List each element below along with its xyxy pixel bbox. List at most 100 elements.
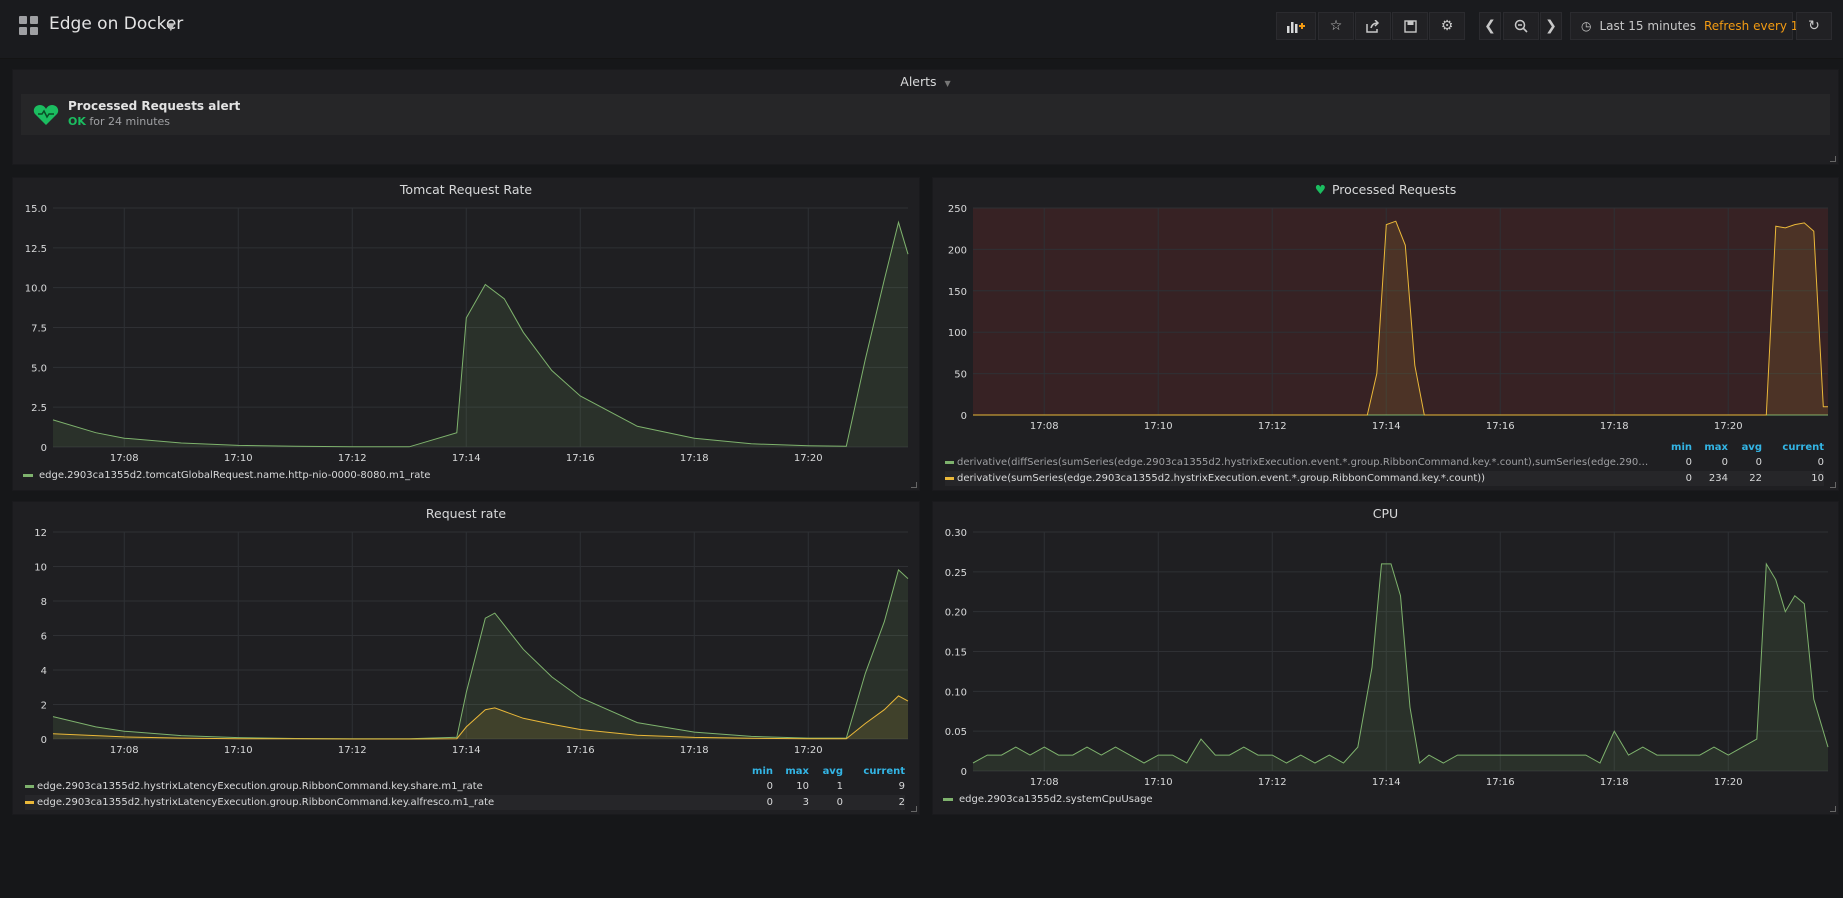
legend-value-avg: 1 bbox=[836, 781, 843, 792]
star-button[interactable]: ☆ bbox=[1318, 12, 1354, 40]
x-tick-label: 17:12 bbox=[338, 745, 367, 756]
save-button[interactable] bbox=[1392, 12, 1428, 40]
legend-series-name: edge.2903ca1355d2.hystrixLatencyExecutio… bbox=[37, 797, 495, 808]
alerts-panel-title: Alerts bbox=[900, 74, 937, 89]
legend-value-max: 3 bbox=[802, 797, 809, 808]
y-tick-label: 12 bbox=[34, 528, 47, 539]
series-area-0 bbox=[53, 222, 908, 447]
legend-header-avg[interactable]: avg bbox=[1741, 442, 1762, 453]
dashboard-title[interactable]: Edge on Docker bbox=[49, 14, 184, 34]
legend-item[interactable]: derivative(sumSeries(edge.2903ca1355d2.h… bbox=[945, 471, 1824, 486]
series-line-0 bbox=[52, 220, 909, 448]
chevron-down-icon[interactable]: ▼ bbox=[167, 22, 175, 33]
legend-header-current[interactable]: current bbox=[1782, 442, 1824, 453]
time-picker[interactable]: ◷ Last 15 minutes Refresh every 10s bbox=[1570, 12, 1812, 40]
y-tick-label: 250 bbox=[948, 204, 967, 215]
panel-resize-handle[interactable] bbox=[1830, 156, 1836, 162]
panel-resize-handle[interactable] bbox=[1830, 806, 1836, 812]
legend-series-name: edge.2903ca1355d2.tomcatGlobalRequest.na… bbox=[39, 470, 431, 481]
legend-value-current: 10 bbox=[1811, 473, 1824, 484]
legend-header-current[interactable]: current bbox=[863, 766, 905, 777]
x-tick-label: 17:10 bbox=[224, 745, 253, 756]
x-tick-label: 17:20 bbox=[794, 453, 823, 464]
zoom-out-button[interactable] bbox=[1503, 12, 1539, 40]
legend-item[interactable]: edge.2903ca1355d2.systemCpuUsage bbox=[943, 794, 1153, 805]
tomcat-request-rate-chart[interactable]: 0 2.5 5.0 7.5 10.0 12.5 15.0 17:08 17:10 17:12 17:… bbox=[13, 178, 919, 490]
y-tick-label: 7.5 bbox=[31, 324, 47, 335]
legend-header-max[interactable]: max bbox=[785, 766, 809, 777]
refresh-button[interactable]: ↻ bbox=[1796, 12, 1832, 40]
save-icon bbox=[1403, 19, 1417, 33]
request-rate-panel: Request rate 0 2 4 6 8 10 12 17:08 17:10 17:12 17:… bbox=[12, 501, 920, 815]
y-tick-label: 0.30 bbox=[945, 528, 967, 539]
alerts-panel: Alerts ▼ Processed Requests alert OK for… bbox=[12, 69, 1839, 165]
legend-swatch bbox=[943, 797, 953, 801]
y-tick-label: 0.15 bbox=[945, 648, 967, 659]
y-tick-label: 15.0 bbox=[25, 204, 47, 215]
series-area-1 bbox=[53, 695, 908, 739]
x-tick-label: 17:16 bbox=[566, 745, 595, 756]
panel-title[interactable]: Tomcat Request Rate bbox=[399, 182, 533, 197]
x-tick-label: 17:14 bbox=[1372, 421, 1401, 432]
panel-title[interactable]: CPU bbox=[1372, 506, 1399, 521]
legend-header-max[interactable]: max bbox=[1704, 442, 1728, 453]
legend-swatch bbox=[25, 801, 34, 804]
alert-name[interactable]: Processed Requests alert bbox=[68, 99, 241, 113]
dashboard-grid-icon[interactable] bbox=[19, 16, 39, 36]
alert-duration: for 24 minutes bbox=[89, 115, 171, 128]
legend-item[interactable]: edge.2903ca1355d2.hystrixLatencyExecutio… bbox=[25, 795, 905, 810]
legend-header-min[interactable]: min bbox=[1671, 442, 1692, 453]
panel-title[interactable]: Alerts ▼ bbox=[13, 74, 1838, 89]
x-tick-label: 17:08 bbox=[1030, 777, 1059, 788]
time-back-button[interactable]: ❮ bbox=[1479, 12, 1501, 40]
legend-value-current: 0 bbox=[1817, 457, 1824, 468]
cpu-panel: CPU 0 0.05 0.10 0.15 0.20 0.25 0.30 17:08 17:10 1… bbox=[932, 501, 1839, 815]
legend-value-max: 10 bbox=[796, 781, 809, 792]
refresh-icon: ↻ bbox=[1808, 18, 1820, 34]
cpu-chart[interactable]: 0 0.05 0.10 0.15 0.20 0.25 0.30 17:08 17:10 17:12… bbox=[933, 502, 1838, 814]
series-line-0 bbox=[52, 568, 909, 740]
share-icon bbox=[1366, 19, 1380, 33]
y-tick-label: 2.5 bbox=[31, 403, 47, 414]
x-tick-label: 17:12 bbox=[1258, 777, 1287, 788]
legend-series-name: edge.2903ca1355d2.systemCpuUsage bbox=[959, 794, 1153, 805]
top-navbar: Edge on Docker ▼ ☆ ⚙ ❮ ❯ ◷ Last 15 minut… bbox=[0, 0, 1843, 59]
alert-threshold-region bbox=[973, 208, 1828, 415]
share-button[interactable] bbox=[1355, 12, 1391, 40]
x-tick-label: 17:18 bbox=[1600, 777, 1629, 788]
x-tick-label: 17:10 bbox=[1144, 777, 1173, 788]
chevron-left-icon: ❮ bbox=[1484, 18, 1496, 34]
time-forward-button[interactable]: ❯ bbox=[1540, 12, 1562, 40]
legend-header-min[interactable]: min bbox=[752, 766, 773, 777]
legend-header-row: min max avg current bbox=[945, 440, 1824, 455]
y-tick-label: 0 bbox=[41, 443, 47, 454]
tomcat-request-rate-panel: Tomcat Request Rate 0 2.5 5.0 7.5 10.0 12.5 15… bbox=[12, 177, 920, 491]
panel-resize-handle[interactable] bbox=[911, 482, 917, 488]
legend-item[interactable]: edge.2903ca1355d2.tomcatGlobalRequest.na… bbox=[23, 470, 430, 481]
processed-requests-title: Processed Requests bbox=[1331, 182, 1457, 197]
add-panel-button[interactable] bbox=[1276, 12, 1316, 40]
legend-swatch bbox=[25, 785, 34, 788]
x-tick-label: 17:20 bbox=[1714, 777, 1743, 788]
panel-title[interactable]: Request rate bbox=[425, 506, 507, 521]
panel-title[interactable]: ♥ Processed Requests bbox=[933, 182, 1838, 197]
alert-status: OK for 24 minutes bbox=[68, 115, 170, 128]
legend-item[interactable]: derivative(diffSeries(sumSeries(edge.290… bbox=[945, 455, 1824, 470]
alert-list-item[interactable]: Processed Requests alert OK for 24 minut… bbox=[21, 94, 1830, 135]
x-tick-label: 17:08 bbox=[110, 745, 139, 756]
settings-button[interactable]: ⚙ bbox=[1429, 12, 1465, 40]
legend-swatch bbox=[23, 473, 33, 477]
series-line-0 bbox=[972, 562, 1829, 764]
legend-item[interactable]: edge.2903ca1355d2.hystrixLatencyExecutio… bbox=[25, 779, 905, 794]
series-area-1 bbox=[973, 221, 1828, 415]
legend-header-avg[interactable]: avg bbox=[822, 766, 843, 777]
x-tick-label: 17:20 bbox=[1714, 421, 1743, 432]
panel-resize-handle[interactable] bbox=[911, 806, 917, 812]
legend-series-name: derivative(diffSeries(sumSeries(edge.290… bbox=[957, 457, 1649, 468]
panel-resize-handle[interactable] bbox=[1830, 482, 1836, 488]
x-tick-label: 17:08 bbox=[110, 453, 139, 464]
y-tick-label: 0 bbox=[41, 735, 47, 746]
heart-icon bbox=[33, 105, 59, 125]
